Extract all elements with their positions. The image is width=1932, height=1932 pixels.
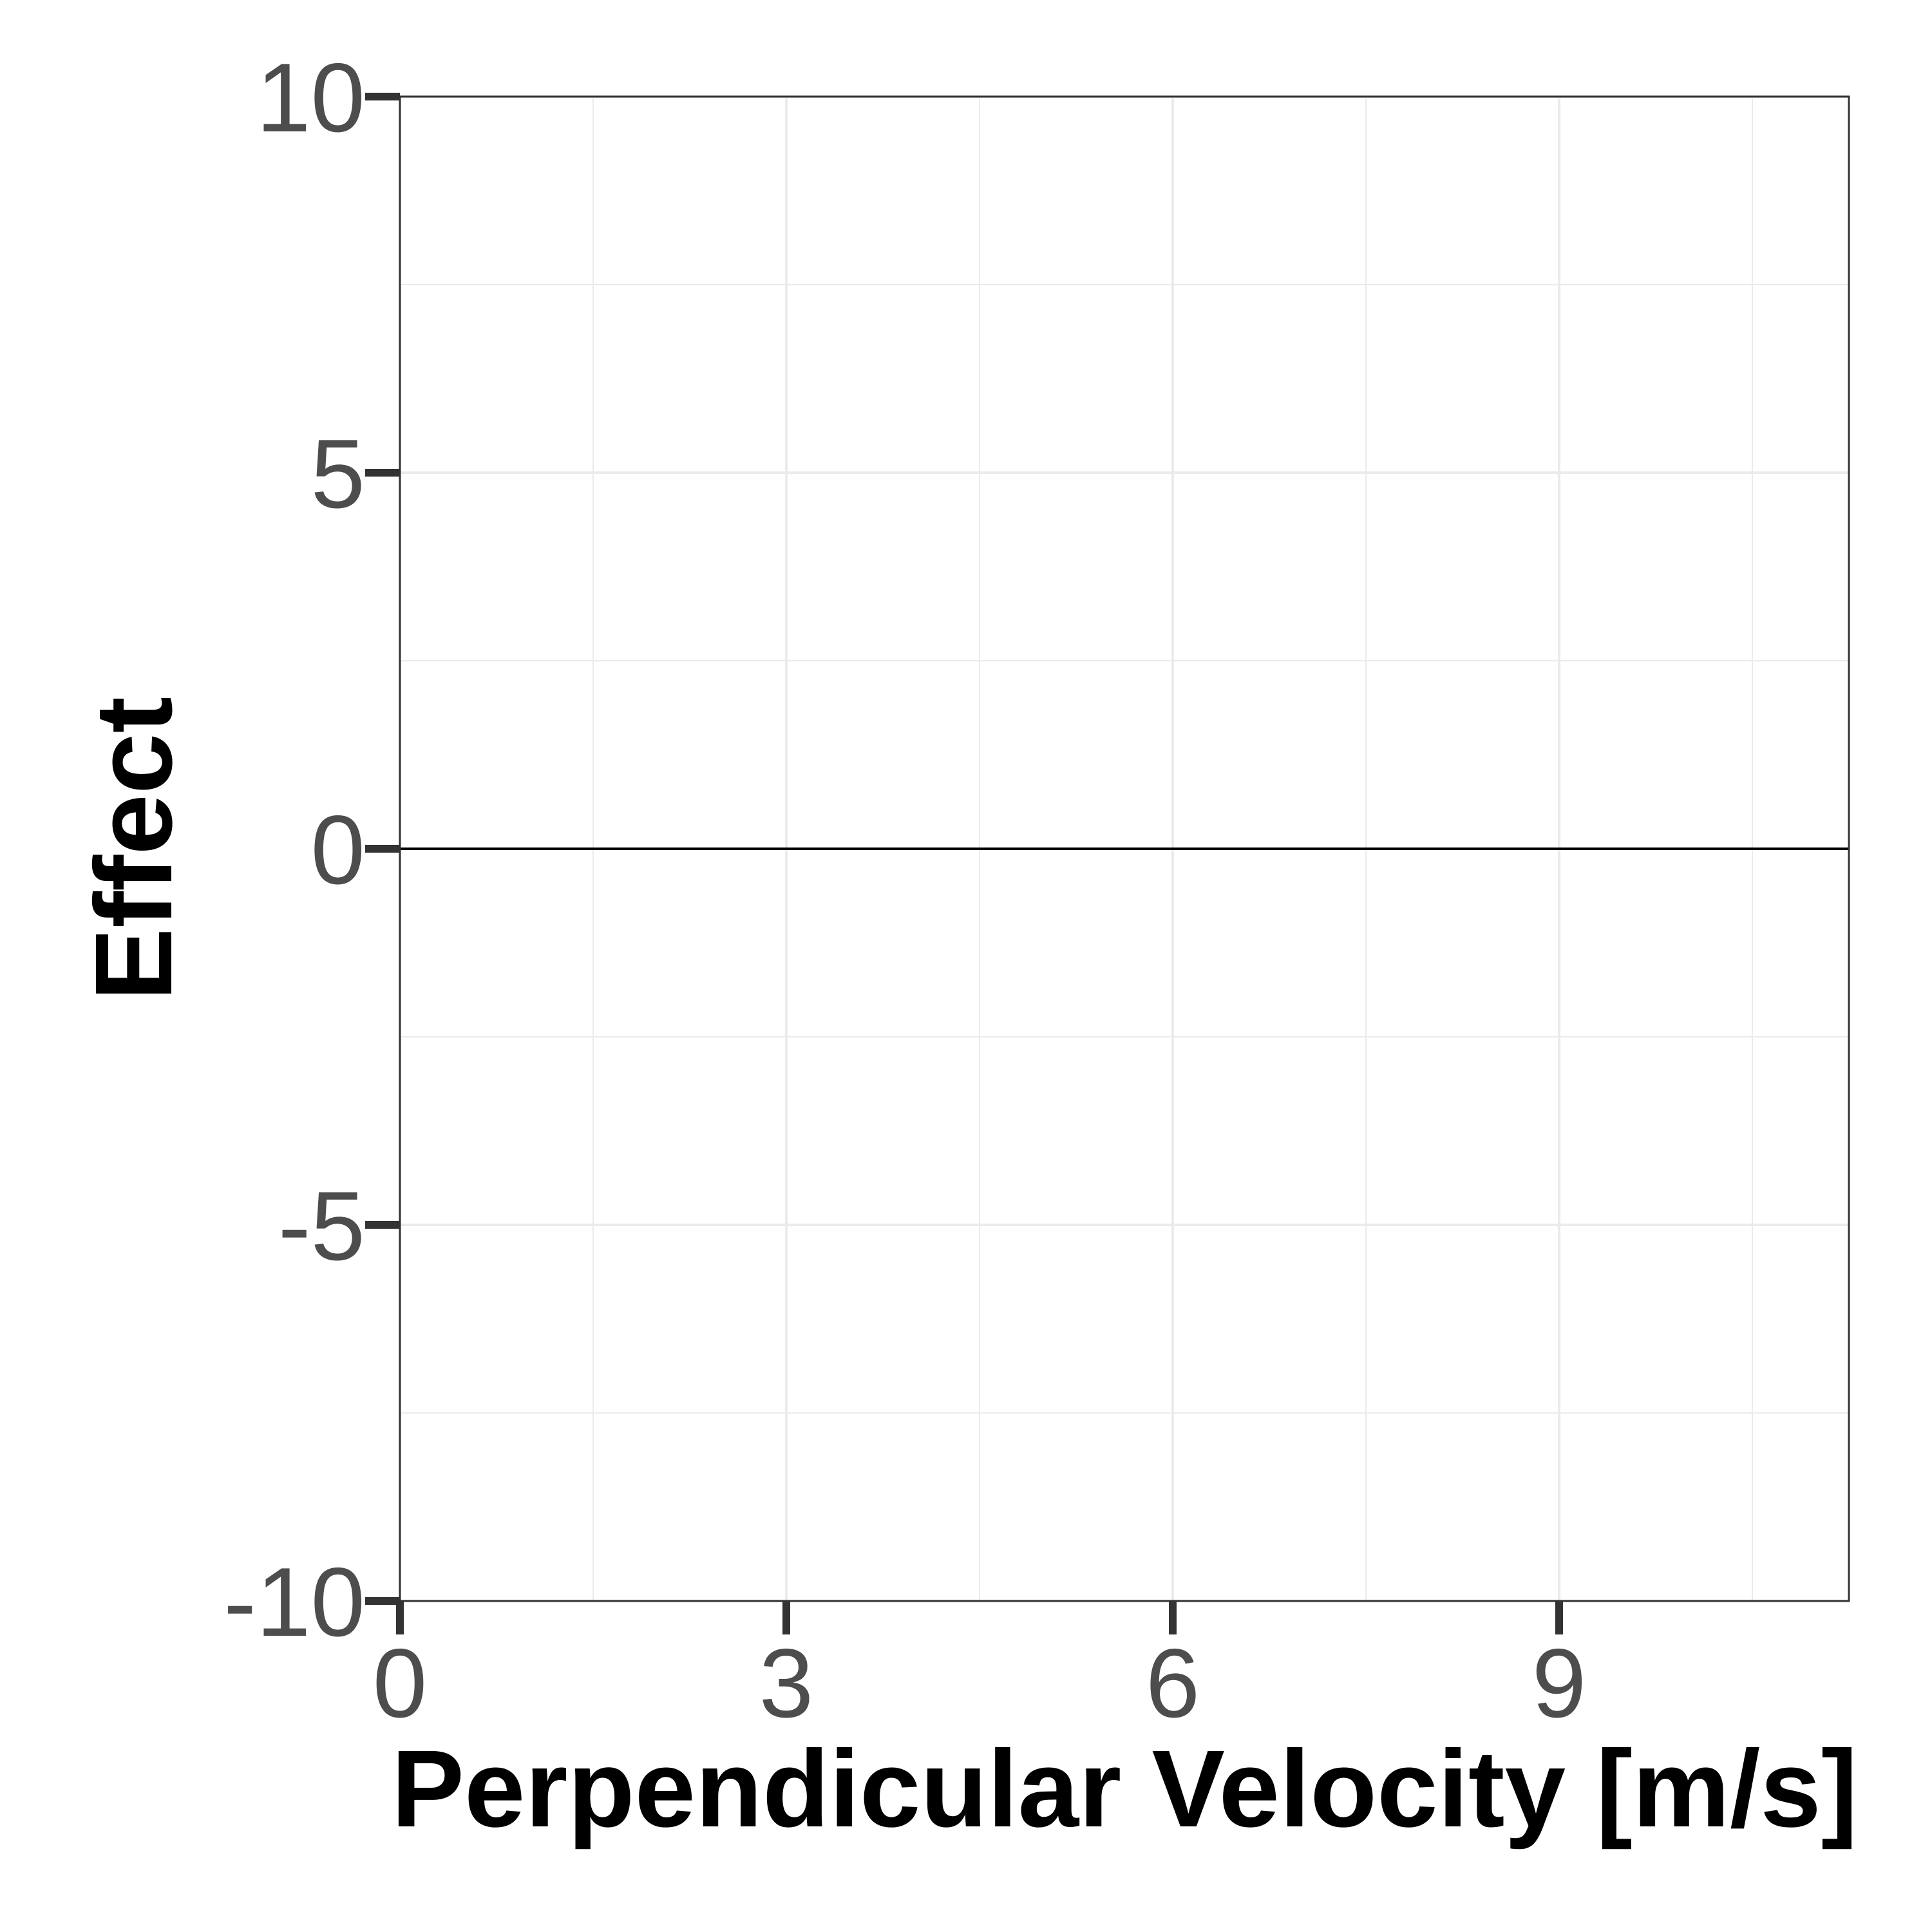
y-tick-label: 10 bbox=[256, 43, 365, 153]
x-tick-label: 0 bbox=[373, 1629, 428, 1738]
x-tick-label: 6 bbox=[1146, 1629, 1200, 1738]
y-tick-label: 5 bbox=[310, 419, 365, 529]
x-tick-label: 3 bbox=[759, 1629, 814, 1738]
y-axis-title: Effect bbox=[73, 697, 195, 1001]
y-tick-label: 0 bbox=[310, 795, 365, 905]
x-axis-title: Perpendicular Velocity [m/s] bbox=[392, 1728, 1858, 1850]
y-tick-label: -5 bbox=[278, 1171, 365, 1281]
y-tick-label: -10 bbox=[223, 1548, 365, 1657]
x-tick-label: 9 bbox=[1532, 1629, 1587, 1738]
axis-ticks: -10 -5 0 5 10 0 3 6 9 bbox=[223, 43, 1586, 1738]
